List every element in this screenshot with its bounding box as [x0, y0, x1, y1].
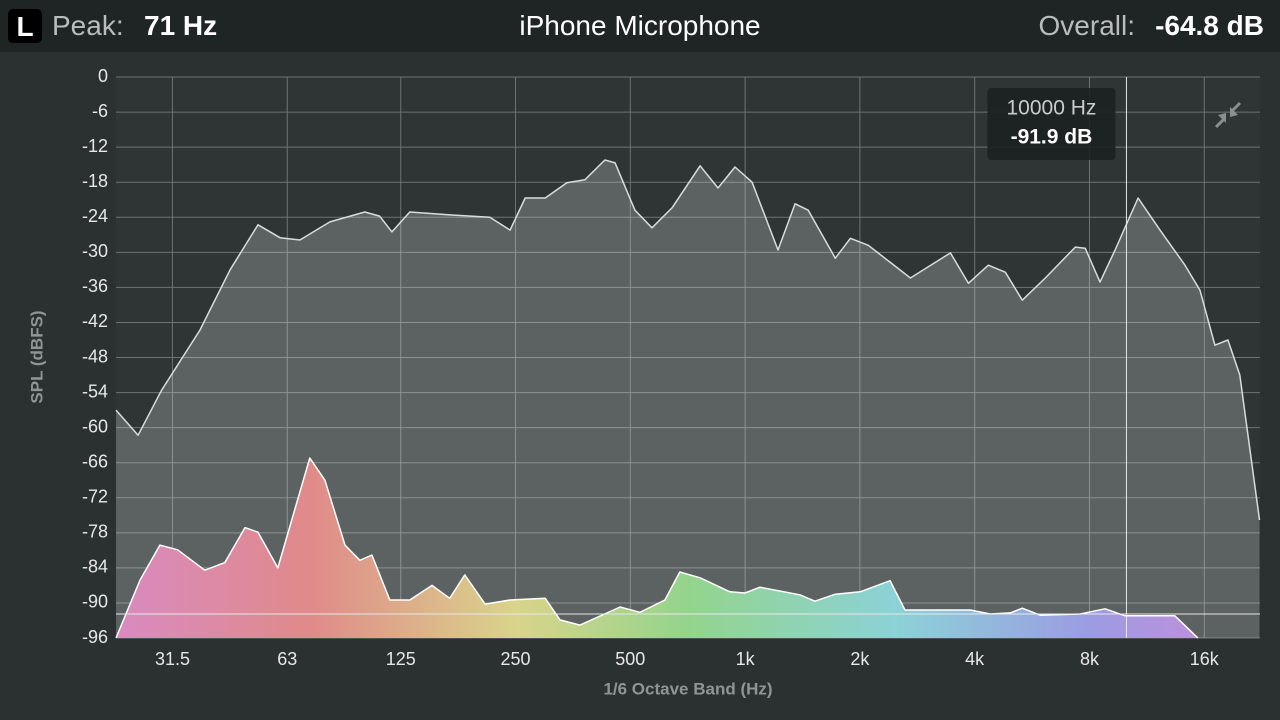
x-axis-title: 1/6 Octave Band (Hz) [603, 679, 772, 698]
x-tick-label: 8k [1080, 649, 1100, 669]
y-axis-title: SPL (dBFS) [27, 310, 46, 403]
device-name: iPhone Microphone [519, 10, 761, 41]
y-tick-label: -78 [82, 522, 108, 542]
series-line [115, 159, 1261, 521]
y-tick-label: -90 [82, 592, 108, 612]
x-tick-label: 63 [277, 649, 297, 669]
y-tick-label: -54 [82, 381, 108, 401]
peak-label: Peak: [52, 10, 124, 41]
y-tick-label: -42 [82, 311, 108, 331]
y-tick-label: -18 [82, 171, 108, 191]
peak-value: 71 Hz [144, 10, 218, 41]
y-tick-label: -66 [82, 451, 108, 471]
overall-value: -64.8 dB [1155, 10, 1264, 41]
x-tick-label: 31.5 [155, 649, 190, 669]
y-tick-label: -30 [82, 241, 108, 261]
y-tick-label: -96 [82, 627, 108, 647]
y-tick-label: -72 [82, 487, 108, 507]
x-tick-label: 2k [850, 649, 870, 669]
chart: 0 -6 -12 -18 -24 -30 -36 -42 -48 -54 -60 -66 -72 -78 -… [27, 66, 1261, 698]
cursor-level-label: -91.9 dB [1011, 126, 1093, 149]
y-tick-label: -36 [82, 276, 108, 296]
collapse-icon[interactable] [1214, 101, 1242, 129]
x-tick-label: 125 [386, 649, 416, 669]
y-tick-label: -84 [82, 557, 108, 577]
y-tick-label: -48 [82, 346, 108, 366]
x-tick-label: 16k [1190, 649, 1220, 669]
x-tick-label: 500 [615, 649, 645, 669]
overall-label: Overall: [1038, 10, 1135, 41]
x-tick-label: 1k [736, 649, 756, 669]
y-tick-label: 0 [98, 66, 108, 86]
y-tick-label: -6 [92, 101, 108, 121]
x-tick-label: 250 [500, 649, 530, 669]
y-tick-label: -12 [82, 136, 108, 156]
y-tick-label: -60 [82, 416, 108, 436]
x-tick-label: 4k [965, 649, 985, 669]
channel-button[interactable]: L [8, 9, 42, 43]
cursor-frequency-label: 10000 Hz [1006, 97, 1096, 120]
header-bar: L Peak: 71 Hz iPhone Microphone Overall:… [0, 0, 1280, 52]
y-tick-label: -24 [82, 206, 108, 226]
cursor-tooltip [987, 88, 1116, 160]
